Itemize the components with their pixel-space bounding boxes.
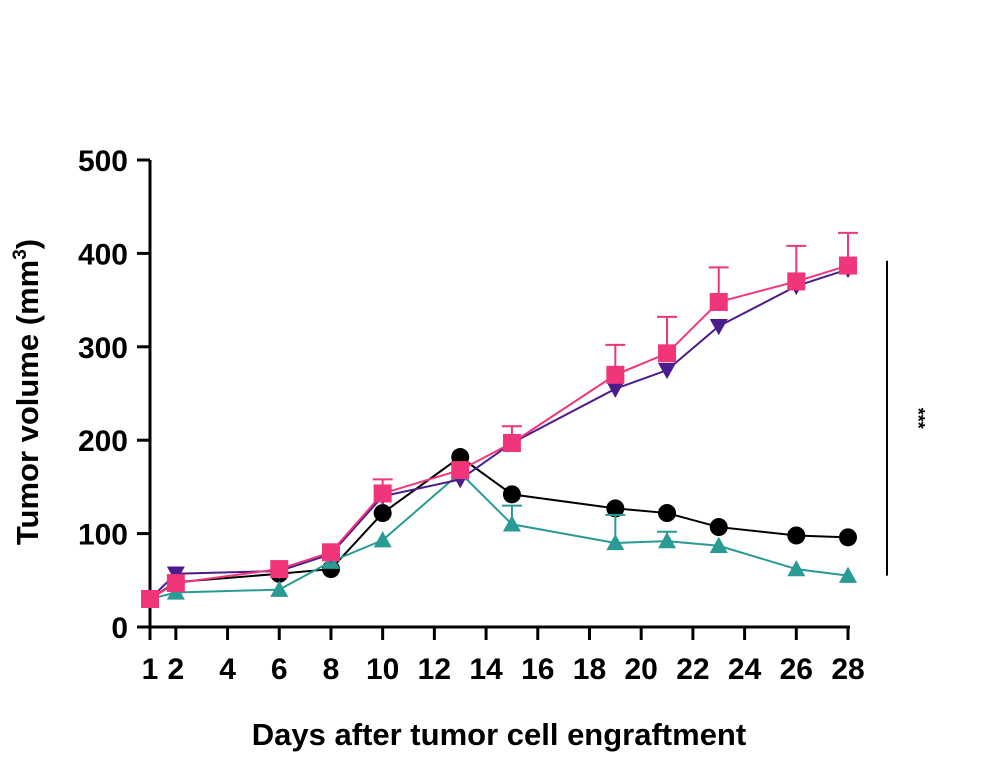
data-point: [658, 504, 677, 523]
data-point: [502, 485, 521, 504]
data-point: [451, 461, 470, 480]
x-axis-label: Days after tumor cell engraftment: [252, 717, 746, 752]
data-point: [839, 528, 857, 547]
axes: 1 2 4 6 8 10 12 14 16 18 20 22 24 26 28010020030040050…: [78, 145, 865, 686]
data-point: [141, 589, 159, 608]
data-point: [787, 526, 806, 545]
data-point: [839, 566, 857, 583]
x-tick-label: 8: [323, 653, 340, 686]
data-point: [658, 532, 677, 549]
series-group: [141, 231, 858, 608]
x-tick-label: 10: [366, 653, 399, 686]
x-tick-label: 18: [573, 653, 606, 686]
x-tick-label: 2: [168, 653, 185, 686]
y-tick-label: 300: [78, 332, 128, 365]
data-point: [709, 536, 728, 553]
y-tick-label: 400: [78, 238, 128, 271]
data-point: [502, 434, 521, 453]
data-point: [658, 344, 677, 363]
series-circle: [141, 448, 857, 608]
data-point: [270, 560, 289, 579]
data-point: [709, 319, 728, 336]
y-tick-label: 100: [78, 519, 128, 552]
data-point: [709, 292, 728, 311]
x-tick-label: 16: [521, 653, 554, 686]
y-tick-label: 500: [78, 145, 128, 178]
series-line: [149, 455, 849, 600]
y-tick-label: 200: [78, 425, 128, 458]
series-square: [141, 231, 858, 608]
data-point: [373, 484, 392, 503]
data-point: [787, 272, 806, 291]
series-triangle-down: [141, 262, 857, 608]
x-tick-label: 24: [728, 653, 762, 686]
significance-label: ***: [908, 408, 928, 429]
data-point: [839, 256, 857, 275]
series-line: [149, 471, 849, 600]
series-line: [149, 268, 849, 600]
data-point: [658, 362, 677, 380]
data-point: [502, 515, 521, 532]
data-point: [709, 518, 728, 537]
x-tick-label: 20: [624, 653, 657, 686]
x-tick-label: 28: [831, 653, 864, 686]
data-point: [606, 533, 625, 551]
data-point: [373, 504, 392, 523]
data-point: [270, 580, 289, 597]
y-axis-label: Tumor volume (mm3): [10, 239, 45, 545]
x-tick-label: 4: [219, 653, 236, 686]
data-point: [373, 531, 392, 548]
series-line: [149, 264, 849, 600]
data-point: [606, 499, 625, 518]
x-tick-label: 14: [469, 653, 503, 686]
x-tick-label: 1: [142, 653, 159, 686]
data-point: [787, 560, 806, 577]
x-tick-label: 26: [780, 653, 813, 686]
data-point: [166, 574, 185, 593]
data-point: [321, 543, 340, 562]
x-tick-label: 22: [676, 653, 709, 686]
data-point: [606, 365, 625, 384]
y-tick-label: 0: [111, 612, 128, 645]
data-point: [606, 381, 625, 398]
x-tick-label: 12: [418, 653, 451, 686]
x-tick-label: 6: [271, 653, 288, 686]
